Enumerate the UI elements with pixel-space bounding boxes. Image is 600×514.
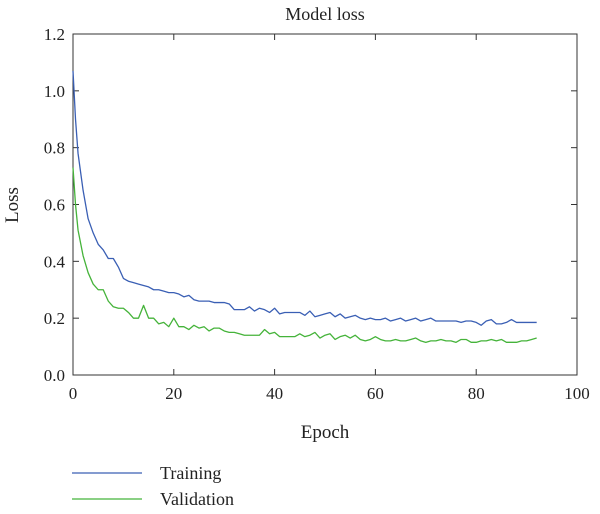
x-tick-label-5: 100: [564, 384, 590, 403]
y-tick-label-3: 0.6: [44, 196, 65, 215]
x-tick-label-1: 20: [165, 384, 182, 403]
y-tick-label-5: 1.0: [44, 82, 65, 101]
y-axis-label: Loss: [2, 187, 23, 223]
x-tick-label-0: 0: [69, 384, 78, 403]
series-line-training: [72, 70, 537, 326]
y-tick-label-1: 0.2: [44, 309, 65, 328]
legend: Training Validation: [72, 463, 234, 509]
x-tick-label-3: 60: [367, 384, 384, 403]
y-tick-label-2: 0.4: [44, 252, 66, 271]
legend-label-training: Training: [160, 463, 221, 483]
x-tick-label-4: 80: [468, 384, 485, 403]
x-tick-label-2: 40: [266, 384, 283, 403]
data-series: [72, 70, 537, 343]
axis-ticks: 0 20 40 60 80 100 0.0 0.2 0.4 0.6 0.8 1.0 1.2: [44, 25, 590, 403]
y-tick-label-4: 0.8: [44, 139, 65, 158]
legend-label-validation: Validation: [160, 489, 234, 509]
chart-title: Model loss: [285, 4, 365, 24]
series-line-validation: [72, 167, 537, 343]
y-tick-label-6: 1.2: [44, 25, 65, 44]
y-tick-label-0: 0.0: [44, 366, 65, 385]
x-axis-label: Epoch: [301, 422, 350, 443]
